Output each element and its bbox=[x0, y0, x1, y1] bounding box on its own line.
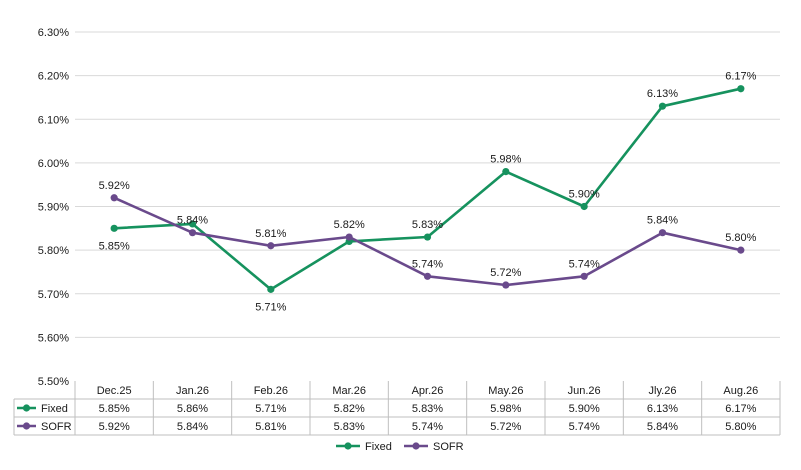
x-category-label: Jun.26 bbox=[568, 385, 601, 397]
table-cell: 5.72% bbox=[490, 421, 521, 433]
point-sofr bbox=[110, 194, 118, 202]
x-category-label: Aug.26 bbox=[723, 385, 758, 397]
table-cell: 5.74% bbox=[569, 421, 600, 433]
point-sofr bbox=[502, 281, 510, 289]
data-labels: 5.85% 5.71% 5.83% 5.98% 5.90% 6.13% 6.17% 5.92%… bbox=[99, 71, 757, 314]
point-sofr bbox=[267, 242, 275, 250]
legend-label: SOFR bbox=[433, 441, 464, 453]
series-line-sofr bbox=[113, 196, 742, 287]
table-legend-marker bbox=[22, 422, 31, 430]
table-cell: 5.98% bbox=[490, 403, 521, 415]
point-fixed bbox=[737, 85, 745, 93]
data-label: 5.83% bbox=[412, 219, 443, 231]
x-category-label: May.26 bbox=[488, 385, 523, 397]
table-cell: 5.84% bbox=[177, 421, 208, 433]
y-tick-label: 5.70% bbox=[38, 289, 69, 301]
table-series-name: Fixed bbox=[41, 403, 68, 415]
point-fixed bbox=[188, 220, 197, 228]
data-label: 5.84% bbox=[647, 215, 678, 227]
point-fixed bbox=[502, 168, 510, 176]
point-fixed bbox=[658, 102, 667, 110]
point-sofr bbox=[737, 246, 745, 254]
table-cell: 5.81% bbox=[255, 421, 286, 433]
legend-marker-fixed bbox=[344, 442, 352, 450]
data-label: 5.90% bbox=[569, 189, 600, 201]
point-sofr bbox=[580, 272, 588, 280]
table-cell: 5.80% bbox=[725, 421, 756, 433]
data-label: 5.72% bbox=[490, 267, 521, 279]
table-cell: 5.82% bbox=[334, 403, 365, 415]
table-cell: 5.71% bbox=[255, 403, 286, 415]
legend: Fixed SOFR bbox=[336, 441, 464, 453]
table-cell: 6.17% bbox=[725, 403, 756, 415]
x-category-label: Dec.25 bbox=[97, 385, 132, 397]
table-cell: 5.84% bbox=[647, 421, 678, 433]
table-cell: 5.86% bbox=[177, 403, 208, 415]
table-series-name: SOFR bbox=[41, 421, 72, 433]
y-tick-label: 5.50% bbox=[38, 376, 69, 388]
table-cell: 5.90% bbox=[569, 403, 600, 415]
y-tick-label: 5.90% bbox=[38, 202, 69, 214]
data-label: 6.17% bbox=[725, 71, 756, 83]
table-cell: 6.13% bbox=[647, 403, 678, 415]
x-category-label: Feb.26 bbox=[254, 385, 288, 397]
data-label: 5.81% bbox=[255, 228, 286, 240]
y-tick-label: 5.60% bbox=[38, 332, 69, 344]
table-legend-marker bbox=[22, 404, 31, 412]
legend-label: Fixed bbox=[365, 441, 392, 453]
y-tick-label: 6.20% bbox=[38, 71, 69, 83]
table-cell: 5.74% bbox=[412, 421, 443, 433]
data-label: 5.74% bbox=[569, 258, 600, 270]
data-label: 5.82% bbox=[334, 219, 365, 231]
gridlines bbox=[75, 31, 780, 338]
point-fixed bbox=[267, 285, 275, 293]
y-tick-label: 5.80% bbox=[38, 245, 69, 257]
data-table: Dec.25 Jan.26 Feb.26 Mar.26 Apr.26 May.26 Jun.… bbox=[13, 381, 781, 436]
point-fixed bbox=[580, 202, 588, 211]
data-label: 5.92% bbox=[99, 180, 130, 192]
point-sofr bbox=[423, 272, 432, 280]
data-label: 5.84% bbox=[177, 215, 208, 227]
data-label: 5.98% bbox=[490, 154, 521, 166]
table-cell: 5.83% bbox=[412, 403, 443, 415]
x-category-label: Apr.26 bbox=[412, 385, 444, 397]
y-tick-label: 6.30% bbox=[38, 27, 69, 39]
x-category-label: Mar.26 bbox=[332, 385, 366, 397]
legend-marker-sofr bbox=[412, 442, 420, 450]
data-label: 5.74% bbox=[412, 258, 443, 270]
x-category-label: Jan.26 bbox=[176, 385, 209, 397]
data-label: 5.80% bbox=[725, 232, 756, 244]
x-category-label: Jly.26 bbox=[649, 385, 677, 397]
table-cell: 5.92% bbox=[99, 421, 130, 433]
point-fixed bbox=[423, 233, 432, 241]
table-cell: 5.85% bbox=[99, 403, 130, 415]
point-fixed bbox=[110, 224, 118, 232]
point-sofr bbox=[188, 229, 197, 237]
series-points bbox=[110, 85, 745, 293]
table-cell: 5.83% bbox=[334, 421, 365, 433]
data-label: 5.71% bbox=[255, 301, 286, 313]
point-sofr bbox=[658, 229, 667, 237]
data-label: 6.13% bbox=[647, 88, 678, 100]
data-label: 5.85% bbox=[99, 240, 130, 252]
point-sofr bbox=[345, 233, 353, 241]
y-axis-tick-labels: 5.50% 5.60% 5.70% 5.80% 5.90% 6.00% 6.10% 6.20%… bbox=[38, 27, 69, 388]
y-tick-label: 6.10% bbox=[38, 114, 69, 126]
y-tick-label: 6.00% bbox=[38, 158, 69, 170]
